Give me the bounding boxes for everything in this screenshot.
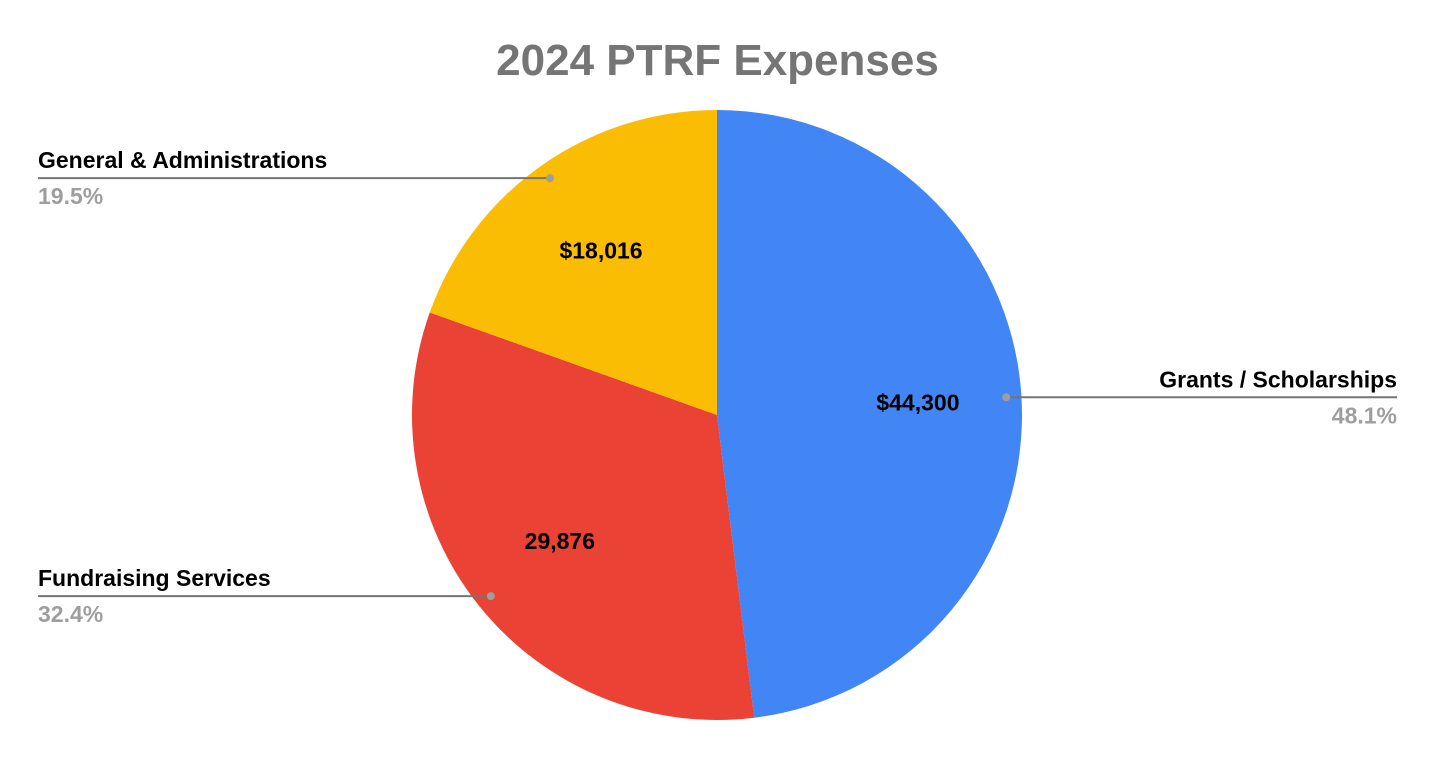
callout-dot-fundraising-services xyxy=(486,592,495,601)
callout-percent-fundraising-services: 32.4% xyxy=(38,601,103,627)
callout-percent-grants-scholarships: 48.1% xyxy=(1332,402,1397,428)
pie-slice-grants-scholarships xyxy=(717,110,1022,718)
callout-dot-general-administrations xyxy=(546,174,555,183)
values-layer: $44,300 29,876 $18,016 xyxy=(525,237,960,553)
slice-value-label-grants-scholarships: $44,300 xyxy=(876,390,959,416)
pie-slice-fundraising-services xyxy=(412,312,755,720)
slice-value-label-fundraising-services: 29,876 xyxy=(525,528,595,554)
callouts-layer: Grants / Scholarships 48.1% Fundraising Se… xyxy=(38,147,1397,627)
callout-percent-general-administrations: 19.5% xyxy=(38,183,103,209)
chart-title: 2024 PTRF Expenses xyxy=(496,36,939,85)
pie-slice-general-administrations xyxy=(429,110,717,415)
callout-label-grants-scholarships: Grants / Scholarships xyxy=(1159,366,1397,392)
slice-value-label-general-administrations: $18,016 xyxy=(559,237,642,263)
callout-dot-grants-scholarships xyxy=(1002,393,1011,402)
callout-label-fundraising-services: Fundraising Services xyxy=(38,565,271,591)
callout-label-general-administrations: General & Administrations xyxy=(38,147,327,173)
slices-layer xyxy=(412,110,1022,720)
